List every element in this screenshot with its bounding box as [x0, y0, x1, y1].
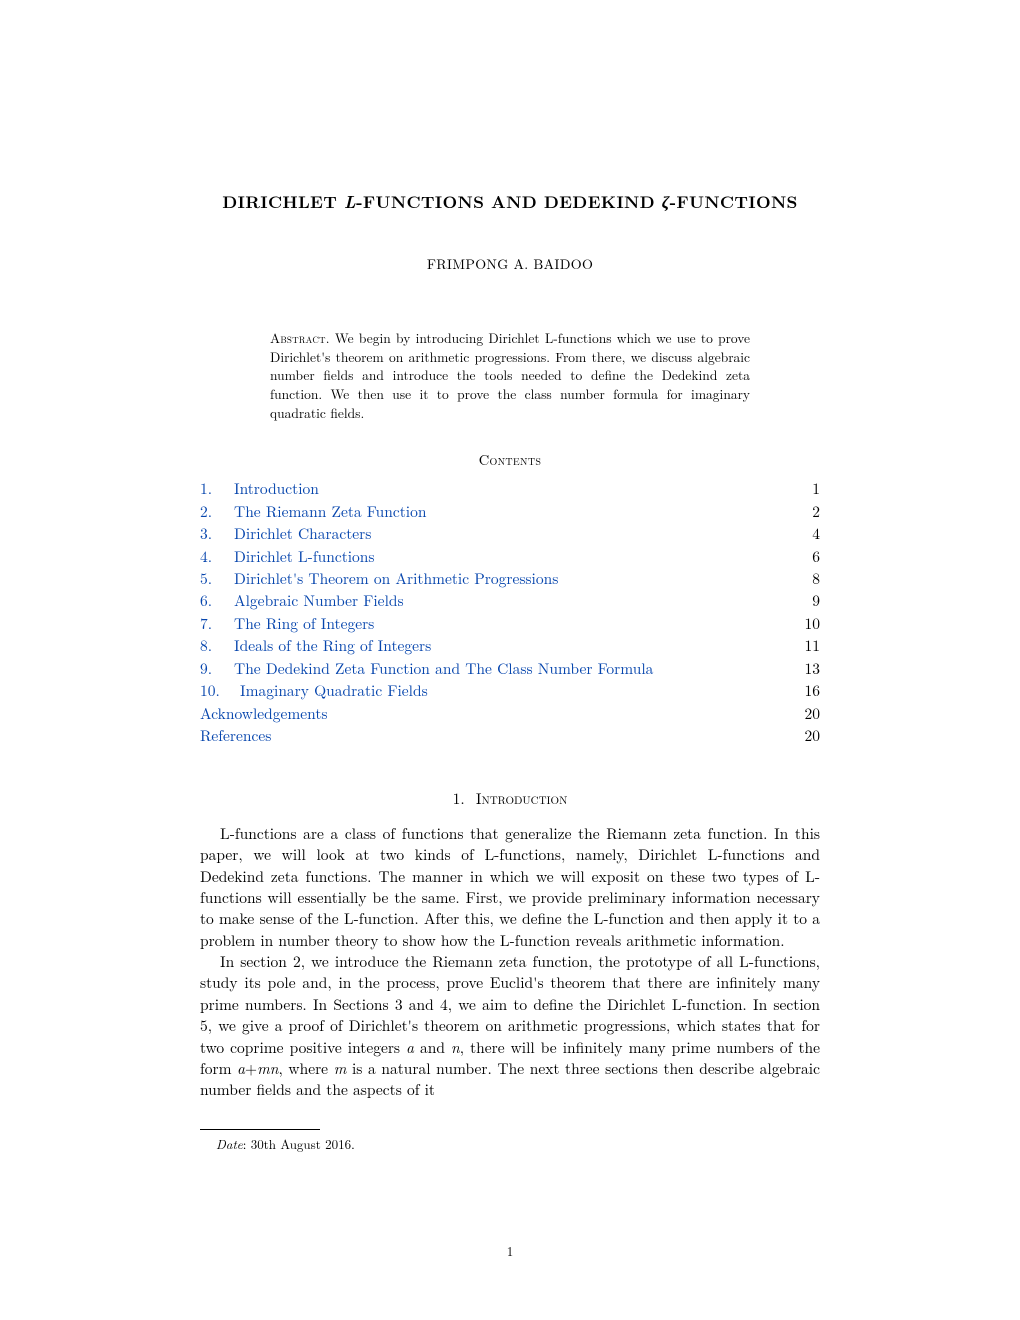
toc-row: 4. Dirichlet L-functions 6	[200, 546, 820, 568]
abstract-label: Abstract.	[270, 328, 330, 347]
toc-label: References	[200, 725, 271, 747]
toc-number: 2.	[200, 501, 224, 523]
title-post: -FUNCTIONS	[670, 190, 798, 214]
toc-entry[interactable]: 5. Dirichlet's Theorem on Arithmetic Pro…	[200, 568, 558, 590]
math-var: mn	[257, 1058, 278, 1079]
text-run: +	[245, 1058, 257, 1079]
toc-row: 6. Algebraic Number Fields 9	[200, 590, 820, 612]
toc-page: 4	[804, 523, 820, 545]
toc-page: 8	[804, 568, 820, 590]
paper-title: DIRICHLET L-FUNCTIONS AND DEDEKIND ζ-FUN…	[200, 190, 820, 214]
footnote-rule	[200, 1129, 320, 1130]
toc-label: Ideals of the Ring of Integers	[234, 635, 431, 657]
toc-label: Dirichlet L-functions	[234, 546, 375, 568]
body-text: L-functions are a class of functions tha…	[200, 823, 820, 1101]
toc-row: 5. Dirichlet's Theorem on Arithmetic Pro…	[200, 568, 820, 590]
toc-row: References 20	[200, 725, 820, 747]
toc-number: 7.	[200, 613, 224, 635]
contents-heading: Contents	[200, 450, 820, 470]
toc-row: 7. The Ring of Integers 10	[200, 613, 820, 635]
toc-entry[interactable]: 10. Imaginary Quadratic Fields	[200, 680, 428, 702]
toc-entry[interactable]: 9. The Dedekind Zeta Function and The Cl…	[200, 658, 653, 680]
title-pre: DIRICHLET	[222, 190, 344, 214]
toc-entry[interactable]: 1. Introduction	[200, 478, 319, 500]
toc-entry[interactable]: 2. The Riemann Zeta Function	[200, 501, 426, 523]
toc-page: 13	[796, 658, 820, 680]
paragraph: In section 2, we introduce the Riemann z…	[200, 951, 820, 1101]
toc-row: 9. The Dedekind Zeta Function and The Cl…	[200, 658, 820, 680]
toc-row: 2. The Riemann Zeta Function 2	[200, 501, 820, 523]
footnote-label: Date	[216, 1134, 243, 1153]
section-number: 1.	[453, 788, 465, 809]
math-var: a	[237, 1058, 245, 1079]
toc-page: 9	[804, 590, 820, 612]
toc-page: 11	[796, 635, 820, 657]
toc-page: 20	[796, 703, 820, 725]
page-number: 1	[0, 1241, 1020, 1260]
footnote: Date: 30th August 2016.	[200, 1134, 820, 1153]
footnote-text: : 30th August 2016.	[243, 1134, 355, 1153]
toc-label: Algebraic Number Fields	[234, 590, 404, 612]
toc-label: The Riemann Zeta Function	[234, 501, 426, 523]
math-var: a	[406, 1037, 414, 1058]
toc-label: Introduction	[234, 478, 319, 500]
toc-number: 3.	[200, 523, 224, 545]
toc-page: 10	[796, 613, 820, 635]
toc-number: 6.	[200, 590, 224, 612]
toc-page: 1	[804, 478, 820, 500]
paragraph: L-functions are a class of functions tha…	[200, 823, 820, 951]
title-mid: -FUNCTIONS AND DEDEKIND	[356, 190, 662, 214]
toc-entry[interactable]: 3. Dirichlet Characters	[200, 523, 371, 545]
toc-number: 9.	[200, 658, 224, 680]
toc-entry[interactable]: 6. Algebraic Number Fields	[200, 590, 404, 612]
toc-label: Acknowledgements	[200, 703, 328, 725]
title-l: L	[344, 190, 356, 214]
toc-entry[interactable]: References	[200, 725, 271, 747]
author: FRIMPONG A. BAIDOO	[200, 254, 820, 274]
table-of-contents: 1. Introduction 1 2. The Riemann Zeta Fu…	[200, 478, 820, 748]
toc-number: 5.	[200, 568, 224, 590]
math-var: n	[451, 1037, 460, 1058]
section-heading: 1. Introduction	[200, 788, 820, 809]
text-run: and	[414, 1037, 451, 1058]
toc-page: 20	[796, 725, 820, 747]
abstract: Abstract. We begin by introducing Dirich…	[270, 329, 750, 422]
toc-number: 4.	[200, 546, 224, 568]
toc-page: 16	[796, 680, 820, 702]
toc-number: 8.	[200, 635, 224, 657]
toc-row: 1. Introduction 1	[200, 478, 820, 500]
section-title: Introduction	[476, 788, 567, 809]
toc-page: 2	[804, 501, 820, 523]
toc-label: Dirichlet Characters	[234, 523, 371, 545]
toc-number: 10.	[200, 680, 230, 702]
toc-label: Dirichlet's Theorem on Arithmetic Progre…	[234, 568, 558, 590]
page: DIRICHLET L-FUNCTIONS AND DEDEKIND ζ-FUN…	[0, 0, 1020, 1320]
title-zeta: ζ	[662, 190, 670, 214]
toc-page: 6	[804, 546, 820, 568]
math-var: m	[334, 1058, 347, 1079]
toc-entry[interactable]: 4. Dirichlet L-functions	[200, 546, 375, 568]
toc-label: The Dedekind Zeta Function and The Class…	[234, 658, 653, 680]
toc-label: Imaginary Quadratic Fields	[240, 680, 428, 702]
toc-entry[interactable]: 7. The Ring of Integers	[200, 613, 374, 635]
toc-row: Acknowledgements 20	[200, 703, 820, 725]
toc-row: 3. Dirichlet Characters 4	[200, 523, 820, 545]
toc-number: 1.	[200, 478, 224, 500]
text-run: , where	[278, 1058, 333, 1079]
toc-entry[interactable]: Acknowledgements	[200, 703, 328, 725]
toc-row: 10. Imaginary Quadratic Fields 16	[200, 680, 820, 702]
toc-label: The Ring of Integers	[234, 613, 374, 635]
toc-row: 8. Ideals of the Ring of Integers 11	[200, 635, 820, 657]
toc-entry[interactable]: 8. Ideals of the Ring of Integers	[200, 635, 431, 657]
abstract-text: We begin by introducing Dirichlet L-func…	[270, 328, 750, 422]
